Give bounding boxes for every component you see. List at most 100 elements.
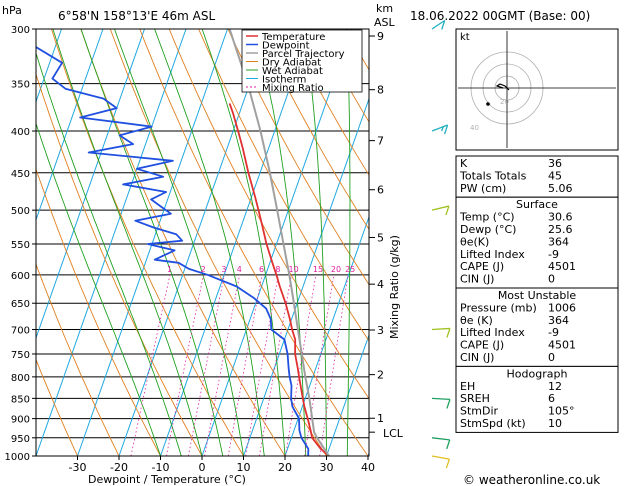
hodograph-storm-marker: [486, 102, 490, 106]
hodograph-ring-label: 20: [500, 98, 509, 106]
y-tick-label: 400: [11, 127, 30, 138]
y-tick-label: 500: [11, 206, 30, 217]
footer-credit: © weatheronline.co.uk: [463, 473, 600, 486]
isotherm-line: [284, 215, 369, 456]
x-tick-label: 40: [361, 461, 375, 474]
stats-value: 12: [548, 380, 562, 393]
x-tick-label: 0: [199, 461, 206, 474]
x-tick-label: -30: [69, 461, 87, 474]
hodograph-trace: [495, 83, 510, 91]
wet-adiabat-line: [154, 29, 265, 456]
wind-barb-flag: [446, 328, 451, 338]
isotherm-line: [77, 29, 228, 456]
wind-barb: [431, 327, 450, 331]
wind-barb: [431, 124, 448, 132]
stats-value: 45: [548, 169, 562, 182]
wet-adiabat-line: [346, 29, 351, 456]
mixing-ratio-label: 8: [275, 265, 280, 274]
legend: Temperature Dewpoint Parcel Trajectory D…: [241, 29, 363, 94]
stats-label: EH: [460, 380, 475, 393]
legend-mixing-ratio: Mixing Ratio: [262, 83, 324, 94]
mixing-ratio-label: 2: [201, 265, 206, 274]
km-tick-label: 1: [377, 412, 384, 425]
km-tick-label: 5: [377, 231, 384, 244]
wind-barb-flag: [446, 399, 451, 409]
mixing-ratio-label: 10: [289, 265, 299, 274]
isotherm-line: [326, 333, 369, 456]
x-tick-label: 10: [237, 461, 251, 474]
y-tick-label: 950: [11, 434, 30, 445]
y-tick-label: 350: [11, 80, 30, 91]
hodograph-kt-label: kt: [460, 32, 470, 43]
mixing-ratio-line: [166, 274, 204, 456]
stats-value: 364: [548, 235, 569, 248]
km-tick-label: 3: [377, 324, 384, 337]
wet-adiabat-line: [80, 29, 224, 456]
mixing-ratio-line: [285, 274, 317, 456]
datetime-label: 18.06.2022 00GMT (Base: 00): [410, 9, 590, 23]
stats-box: [455, 365, 619, 433]
stats-value: 1006: [548, 301, 576, 314]
y-tick-label: 850: [11, 394, 30, 405]
km-tick-label: 9: [377, 30, 384, 43]
dry-adiabat-line: [139, 29, 369, 456]
wind-barb: [431, 455, 450, 460]
mixing-ratio-axis-title: Mixing Ratio (g/kg): [388, 235, 401, 339]
lcl-label: LCL: [383, 427, 404, 440]
stats-value: 30.6: [548, 211, 573, 224]
stats-value: 0: [548, 273, 555, 286]
stats-label: CIN (J): [460, 351, 494, 364]
mixing-ratio-line: [245, 274, 279, 456]
mixing-ratio-line: [227, 274, 263, 456]
stats-value: 0: [548, 351, 555, 364]
dry-adiabat-line: [256, 29, 369, 231]
isotherm-line: [36, 29, 187, 456]
x-tick-label: -20: [110, 461, 128, 474]
y-tick-label: 550: [11, 240, 30, 251]
mixing-ratio-line: [319, 274, 349, 456]
temperature-line: [228, 103, 330, 456]
wind-barb-flag: [443, 124, 449, 135]
stats-label: Temp (°C): [459, 211, 515, 224]
parcel-trajectory-line: [228, 29, 330, 456]
dry-adiabat-line: [36, 167, 161, 456]
stats-box: [455, 155, 619, 198]
mixing-ratio-line: [204, 274, 241, 456]
mixing-ratio-line: [259, 274, 292, 456]
stats-label: PW (cm): [460, 182, 506, 195]
mixing-ratio-label: 6: [259, 265, 264, 274]
isotherm-line: [36, 29, 104, 222]
stats-value: 5.06: [548, 182, 573, 195]
y-tick-label: 1000: [5, 452, 30, 463]
y-tick-label: 700: [11, 326, 30, 337]
wind-barb-flag: [445, 458, 451, 469]
wet-adiabat-line: [36, 122, 161, 456]
stats-table: K 36 Totals Totals 45 PW (cm) 5.06 SurfaceTemp…: [455, 155, 619, 433]
stats-box: [455, 287, 619, 367]
isotherm-line: [36, 29, 62, 104]
stats-value: 10: [548, 417, 562, 430]
dry-adiabat-line: [198, 29, 369, 342]
dewpoint-line: [36, 46, 310, 456]
stats-label: K: [460, 157, 468, 170]
dry-adiabat-line: [36, 72, 203, 456]
mixing-ratio-line: [304, 274, 335, 456]
stats-label: SREH: [460, 392, 490, 405]
legend-isotherm: Isotherm: [262, 75, 306, 86]
wet-adiabat-line: [201, 29, 286, 456]
hodograph: kt 20 40: [455, 28, 619, 151]
mixing-ratio-label: 15: [313, 265, 323, 274]
dry-adiabat-line: [109, 29, 327, 456]
stats-label: θe (K): [460, 314, 493, 327]
wind-barb-flag: [441, 20, 446, 30]
stats-label: Lifted Index: [460, 248, 525, 261]
legend-dewpoint: Dewpoint: [262, 41, 310, 52]
stats-value: -9: [548, 248, 559, 261]
stats-section-title: Surface: [516, 198, 558, 211]
stats-label: Dewp (°C): [460, 223, 516, 236]
stats-label: Pressure (mb): [460, 301, 537, 314]
x-tick-label: -10: [152, 461, 170, 474]
km-unit-label: km: [376, 2, 393, 15]
stats-label: θe(K): [460, 235, 489, 248]
